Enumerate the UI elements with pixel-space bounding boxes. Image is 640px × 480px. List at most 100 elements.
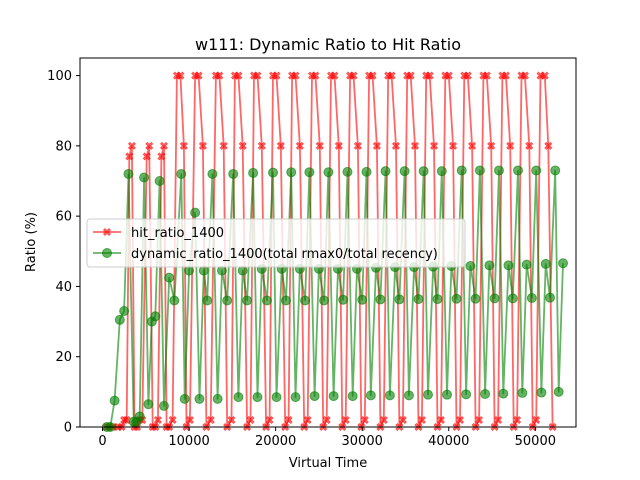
data-point-x — [391, 141, 400, 150]
data-point-x — [444, 71, 453, 80]
data-point-x — [482, 71, 491, 80]
legend-circle-marker-icon — [102, 248, 112, 258]
data-point-x — [257, 141, 266, 150]
data-point — [212, 393, 223, 404]
data-point-x — [398, 415, 407, 424]
data-point — [286, 167, 297, 178]
data-point — [456, 165, 467, 176]
data-point-x — [455, 415, 465, 424]
data-point-x — [159, 141, 168, 150]
legend-label-hit-ratio: hit_ratio_1400 — [131, 226, 224, 241]
data-point-x — [360, 415, 369, 424]
data-point-x — [417, 415, 426, 424]
y-tick-label: 0 — [64, 421, 72, 436]
legend-label-dynamic-ratio: dynamic_ratio_1400(total rmax0/total rec… — [131, 247, 438, 262]
data-point — [309, 391, 320, 402]
data-point-x — [379, 415, 388, 424]
y-tick-label: 80 — [55, 139, 72, 154]
data-point — [164, 272, 175, 283]
data-point-x — [272, 71, 281, 80]
data-point-x — [330, 71, 339, 80]
data-point-x — [315, 141, 324, 150]
chart-title: w111: Dynamic Ratio to Hit Ratio — [195, 35, 461, 54]
data-point — [323, 167, 334, 178]
y-tick-label: 100 — [47, 69, 72, 84]
data-point — [233, 392, 244, 403]
data-point-x — [387, 71, 396, 80]
x-tick-label: 40000 — [428, 434, 469, 449]
data-point-x — [194, 71, 203, 80]
data-point-x — [145, 141, 154, 150]
data-point-x — [206, 415, 215, 424]
data-point-x — [276, 141, 285, 150]
legend-box — [86, 218, 466, 268]
data-point-x — [341, 415, 350, 424]
legend-entry-hit-ratio: hit_ratio_1400 — [93, 226, 224, 241]
data-point — [558, 258, 569, 269]
data-point — [207, 168, 218, 179]
data-point — [139, 172, 150, 183]
data-point — [517, 387, 528, 398]
data-point — [179, 393, 190, 404]
data-point-x — [265, 415, 274, 424]
data-point-x — [513, 415, 522, 424]
data-point — [436, 166, 447, 177]
data-point-x — [215, 71, 224, 80]
data-point-x — [168, 415, 177, 424]
x-tick-label: 20000 — [255, 434, 296, 449]
y-axis: 0 20 40 60 80 100 — [47, 69, 80, 436]
data-point — [531, 165, 542, 176]
series-layer — [101, 71, 569, 432]
data-point — [418, 166, 429, 177]
data-point-x — [525, 141, 534, 150]
data-point — [489, 293, 500, 304]
data-point — [507, 293, 518, 304]
data-point-x — [406, 71, 415, 80]
data-point — [498, 388, 509, 399]
data-point — [169, 295, 180, 306]
data-point — [338, 294, 349, 305]
data-point — [545, 292, 556, 303]
data-point — [465, 261, 476, 272]
data-point-x — [468, 141, 477, 150]
data-point — [422, 389, 433, 400]
data-point — [480, 388, 491, 399]
data-point-x — [127, 141, 136, 150]
data-point — [513, 165, 524, 176]
x-axis: 0 10000 20000 30000 40000 50000 — [98, 427, 556, 449]
data-point-x — [176, 71, 185, 80]
data-point — [176, 168, 187, 179]
data-point — [328, 391, 339, 402]
data-point-x — [501, 71, 510, 80]
data-point — [248, 167, 259, 178]
legend-x-marker-shape — [102, 227, 112, 237]
data-point — [451, 293, 462, 304]
data-point — [493, 165, 504, 176]
data-point-x — [430, 141, 439, 150]
data-point — [134, 411, 145, 422]
legend-entry-dynamic-ratio: dynamic_ratio_1400(total rmax0/total rec… — [93, 247, 438, 262]
data-point-x — [544, 141, 553, 150]
data-point — [342, 166, 353, 177]
data-point — [503, 260, 514, 271]
x-tick-label: 30000 — [342, 434, 383, 449]
plot-frame — [79, 57, 577, 428]
data-point — [470, 293, 481, 304]
data-point — [553, 386, 564, 397]
data-point-x — [284, 415, 293, 424]
x-tick-label: 10000 — [168, 434, 209, 449]
data-point — [384, 390, 395, 401]
data-point — [474, 165, 485, 176]
data-point — [394, 294, 405, 305]
data-point-x — [246, 415, 255, 424]
data-point — [442, 389, 453, 400]
data-point — [403, 390, 414, 401]
data-point-x — [506, 141, 515, 150]
data-point — [304, 167, 315, 178]
data-point-x — [303, 415, 312, 424]
data-point — [357, 294, 368, 305]
data-point — [521, 259, 532, 270]
data-point — [261, 295, 272, 306]
data-point-x — [349, 71, 358, 80]
